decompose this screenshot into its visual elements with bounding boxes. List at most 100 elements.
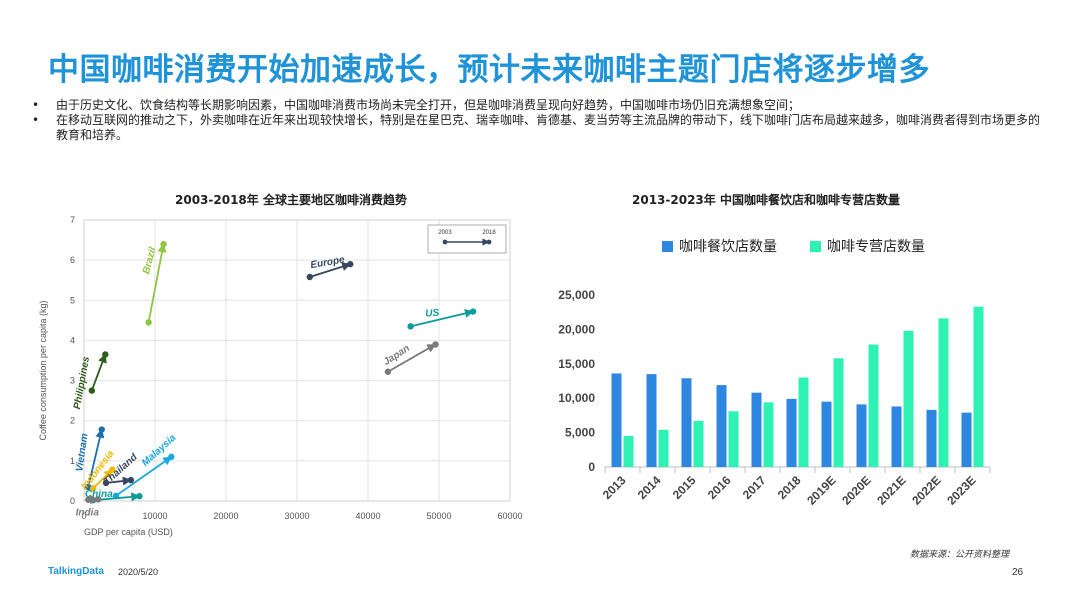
- x-tick-label: 2020E: [839, 473, 873, 507]
- point-2003-brazil: [145, 319, 152, 326]
- point-2003-japan: [384, 368, 392, 375]
- series-line-brazil: [147, 243, 167, 323]
- bar-cafe-2019E: [821, 401, 832, 467]
- bar-cafe-2014: [646, 374, 657, 467]
- bar-cafe-2020E: [856, 404, 867, 467]
- bar-cafe-2016: [716, 385, 727, 467]
- y-tick-label: 4: [70, 335, 75, 345]
- x-tick-label: 2018: [775, 473, 804, 502]
- bar-chart-title: 2013-2023年 中国咖啡餐饮店和咖啡专营店数量: [632, 193, 900, 207]
- bar-cafe-2021E: [891, 406, 902, 467]
- x-tick-label: 60000: [497, 511, 522, 521]
- series-line-vietnam: [87, 428, 105, 488]
- series-label-us: US: [425, 308, 440, 320]
- point-2003-indonesia: [90, 484, 97, 492]
- series-line-japan: [387, 343, 437, 373]
- bullet-symbol: •: [32, 98, 40, 112]
- x-axis-label: GDP per capita (USD): [84, 527, 173, 537]
- legend-end-point: [486, 239, 492, 245]
- page-number: 26: [1012, 567, 1024, 578]
- bar-specialty-2019E: [833, 358, 844, 467]
- point-2018-india: [95, 496, 102, 503]
- point-2018-us: [469, 308, 477, 315]
- series-label-india: India: [76, 508, 100, 519]
- y-tick-label: 15,000: [558, 357, 595, 371]
- point-2003-philippines: [88, 387, 96, 394]
- y-tick-label: 5,000: [565, 426, 595, 440]
- x-tick-label: 2023E: [944, 473, 978, 507]
- bar-specialty-2023E: [973, 306, 984, 467]
- legend-label: 咖啡专营店数量: [827, 238, 925, 254]
- x-tick-label: 40000: [355, 511, 380, 521]
- x-tick-label: 10000: [142, 511, 167, 521]
- series-line-indonesia: [92, 469, 114, 489]
- legend-label: 咖啡餐饮店数量: [679, 238, 777, 254]
- x-tick-label: 0: [81, 511, 86, 521]
- x-tick-label: 2022E: [909, 473, 943, 507]
- bar-cafe-2013: [611, 373, 622, 467]
- series-label-china: China: [85, 489, 113, 500]
- bullet-text: 在移动互联网的推动之下，外卖咖啡在近年来出现较快增长，特别是在星巴克、瑞幸咖啡、…: [56, 113, 1041, 142]
- x-tick-label: 2015: [670, 473, 699, 502]
- y-tick-label: 6: [70, 255, 75, 265]
- x-tick-label: 2016: [705, 473, 734, 502]
- x-tick-label: 2013: [600, 473, 629, 502]
- bar-specialty-2017: [763, 402, 774, 467]
- bar-cafe-2017: [751, 392, 762, 467]
- y-tick-label: 25,000: [558, 288, 595, 302]
- series-line-thailand: [105, 476, 132, 486]
- point-2018-brazil: [160, 240, 167, 248]
- scatter-chart-title: 2003-2018年 全球主要地区咖啡消费趋势: [175, 193, 407, 207]
- x-tick-label: 2021E: [874, 473, 908, 507]
- bar-specialty-2022E: [938, 318, 949, 467]
- bullet-item: • 由于历史文化、饮食结构等长期影响因素，中国咖啡消费市场尚未完全打开，但是咖啡…: [30, 98, 1040, 113]
- point-2003-thailand: [102, 479, 110, 487]
- bullet-symbol: •: [32, 113, 40, 127]
- point-2018-malaysia: [168, 453, 175, 461]
- bar-cafe-2015: [681, 378, 692, 467]
- y-tick-label: 0: [70, 496, 75, 506]
- y-tick-label: 20,000: [558, 322, 595, 336]
- y-tick-label: 3: [70, 376, 75, 386]
- point-2018-china: [136, 492, 143, 500]
- x-tick-label: 50000: [426, 511, 451, 521]
- y-tick-label: 1: [70, 456, 75, 466]
- bar-specialty-2018: [798, 377, 809, 467]
- bar-cafe-2018: [786, 398, 797, 467]
- y-tick-label: 7: [70, 215, 75, 225]
- bar-specialty-2015: [693, 420, 704, 467]
- legend-box: [427, 224, 507, 254]
- bar-specialty-2016: [728, 411, 739, 467]
- x-tick-label: 2017: [740, 473, 769, 502]
- y-tick-label: 2: [70, 416, 75, 426]
- bullet-item: • 在移动互联网的推动之下，外卖咖啡在近年来出现较快增长，特别是在星巴克、瑞幸咖…: [30, 113, 1040, 143]
- y-tick-label: 10,000: [558, 391, 595, 405]
- x-tick-label: 20000: [213, 511, 238, 521]
- legend-start-point: [442, 239, 448, 245]
- bar-cafe-2023E: [961, 412, 972, 467]
- point-2003-us: [407, 323, 414, 330]
- talkingdata-logo: TalkingData: [48, 566, 104, 577]
- point-2003-europe: [306, 273, 313, 281]
- bar-specialty-2021E: [903, 330, 914, 467]
- point-2003-vietnam: [85, 483, 92, 491]
- series-line-us: [410, 309, 474, 328]
- point-2018-vietnam: [98, 426, 105, 433]
- point-2018-philippines: [102, 351, 109, 358]
- point-2018-thailand: [127, 476, 135, 484]
- bullet-text: 由于历史文化、饮食结构等长期影响因素，中国咖啡消费市场尚未完全打开，但是咖啡消费…: [56, 98, 801, 112]
- page-title: 中国咖啡消费开始加速成长，预计未来咖啡主题门店将逐步增多: [48, 52, 930, 88]
- legend-end-label: 2018: [482, 230, 496, 236]
- bar-specialty-2013: [623, 436, 634, 467]
- footer-date: 2020/5/20: [118, 567, 159, 577]
- series-label-vietnam: Vietnam: [74, 433, 90, 473]
- y-tick-label: 5: [70, 295, 75, 305]
- source-note: 数据来源：公开资料整理: [910, 550, 1010, 560]
- series-line-europe: [309, 262, 352, 278]
- bar-cafe-2022E: [926, 409, 937, 467]
- point-2003-india: [85, 496, 92, 503]
- series-line-philippines: [90, 353, 107, 391]
- plot-area: [83, 219, 511, 502]
